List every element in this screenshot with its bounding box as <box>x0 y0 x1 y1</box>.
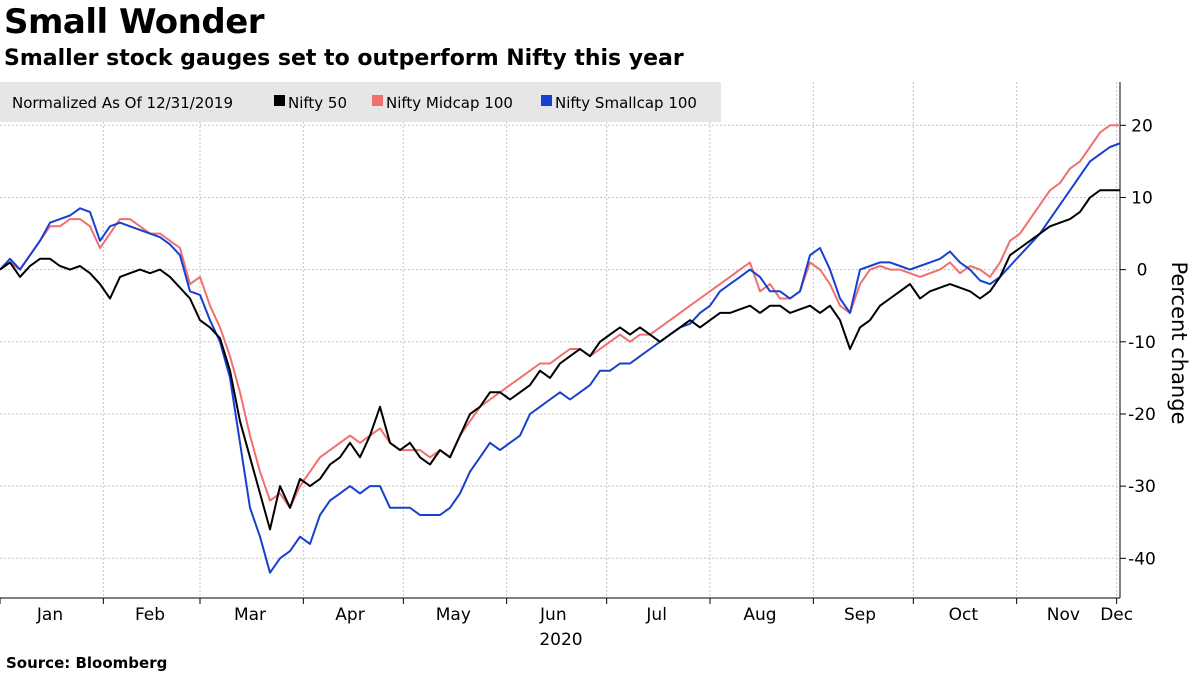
legend-background <box>0 82 721 122</box>
y-tick-label: 10 <box>1131 188 1153 208</box>
axes: -40 -30 -20 -10 0 10 20 Jan Feb Mar Apr May Jun Jul Au… <box>0 82 1156 625</box>
x-tick-label: Jun <box>539 605 567 625</box>
legend-swatch-nifty-50 <box>274 95 285 106</box>
legend-note: Normalized As Of 12/31/2019 <box>12 94 233 112</box>
x-tick-label: Oct <box>949 605 979 625</box>
y-tick-label: 20 <box>1131 116 1153 136</box>
legend-label-nifty-smallcap-100: Nifty Smallcap 100 <box>555 94 697 112</box>
y-tick-label: -10 <box>1128 333 1156 353</box>
legend-label-nifty-50: Nifty 50 <box>288 94 347 112</box>
x-tick-label: Jul <box>645 605 667 625</box>
y-tick-label: -20 <box>1128 405 1156 425</box>
series-lines <box>0 124 1121 574</box>
series-line-nifty-smallcap-100 <box>0 142 1121 574</box>
x-tick-label: Apr <box>335 605 364 625</box>
x-tick-label: Nov <box>1047 605 1080 625</box>
y-tick-label: 0 <box>1137 261 1148 281</box>
x-tick-label: Mar <box>234 605 266 625</box>
series-line-nifty-50 <box>0 189 1120 531</box>
source-note: Source: Bloomberg <box>6 654 168 672</box>
x-tick-label: Jan <box>36 605 63 625</box>
y-axis-label: Percent change <box>1167 262 1191 425</box>
legend: Normalized As Of 12/31/2019 Nifty 50 Nift… <box>0 82 721 122</box>
y-tick-label: -30 <box>1128 477 1156 497</box>
x-tick-label: Aug <box>743 605 776 625</box>
series-line-nifty-midcap-100 <box>0 124 1120 509</box>
x-tick-label: May <box>436 605 471 625</box>
chart-subtitle: Smaller stock gauges set to outperform N… <box>4 46 684 71</box>
legend-label-nifty-midcap-100: Nifty Midcap 100 <box>386 94 513 112</box>
x-tick-label: Feb <box>135 605 165 625</box>
chart-title: Small Wonder <box>4 2 265 42</box>
x-tick-label: Sep <box>844 605 876 625</box>
legend-swatch-nifty-smallcap-100 <box>541 95 552 106</box>
y-tick-label: -40 <box>1128 549 1156 569</box>
legend-swatch-nifty-midcap-100 <box>372 95 383 106</box>
x-axis-year-label: 2020 <box>539 630 582 650</box>
x-tick-label: Dec <box>1100 605 1133 625</box>
gridlines <box>0 82 1120 598</box>
